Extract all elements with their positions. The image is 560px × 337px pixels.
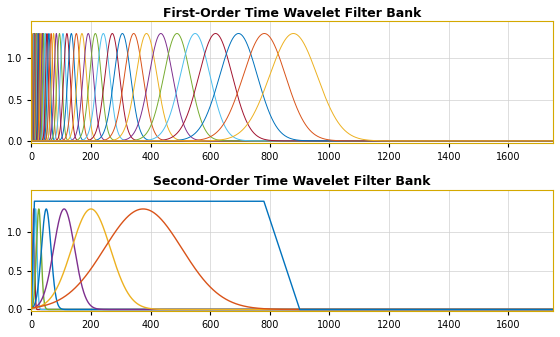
Title: Second-Order Time Wavelet Filter Bank: Second-Order Time Wavelet Filter Bank — [153, 176, 431, 188]
Title: First-Order Time Wavelet Filter Bank: First-Order Time Wavelet Filter Bank — [163, 7, 421, 20]
